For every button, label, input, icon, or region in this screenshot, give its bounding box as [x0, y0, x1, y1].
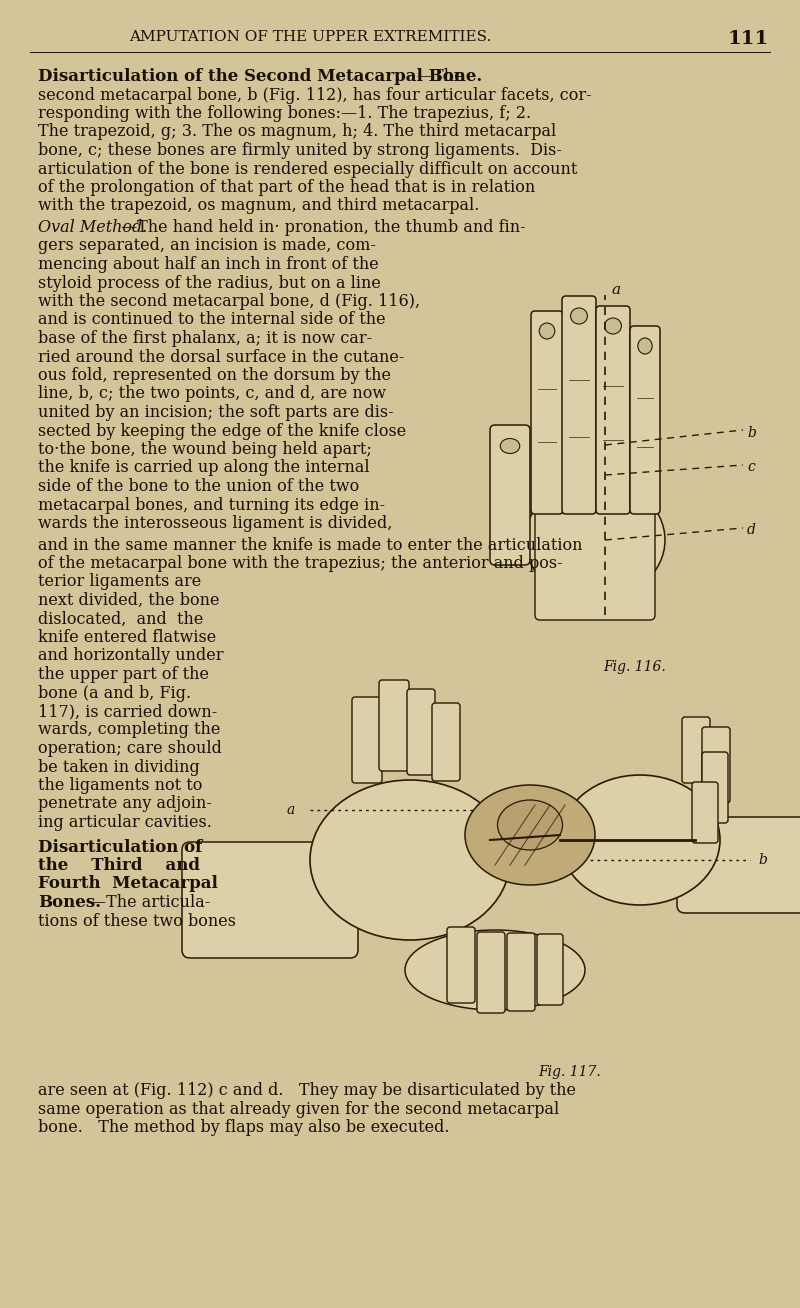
Text: penetrate any adjoin-: penetrate any adjoin- — [38, 795, 212, 812]
Text: of the metacarpal bone with the trapezius; the anterior and pos-: of the metacarpal bone with the trapeziu… — [38, 555, 562, 572]
Text: and horizontally under: and horizontally under — [38, 647, 223, 664]
Text: next divided, the bone: next divided, the bone — [38, 593, 219, 610]
Text: be taken in dividing: be taken in dividing — [38, 759, 200, 776]
FancyBboxPatch shape — [702, 752, 728, 823]
Text: side of the bone to the union of the two: side of the bone to the union of the two — [38, 477, 359, 494]
FancyBboxPatch shape — [537, 934, 563, 1005]
Text: d: d — [747, 523, 756, 538]
FancyBboxPatch shape — [702, 727, 730, 803]
Ellipse shape — [638, 337, 652, 354]
Text: Bones.: Bones. — [38, 893, 101, 910]
FancyBboxPatch shape — [407, 689, 435, 776]
FancyBboxPatch shape — [379, 680, 409, 770]
Text: wards, completing the: wards, completing the — [38, 722, 220, 739]
Text: ous fold, represented on the dorsum by the: ous fold, represented on the dorsum by t… — [38, 368, 391, 385]
Text: terior ligaments are: terior ligaments are — [38, 573, 202, 590]
Text: are seen at (Fig. 112) c and d.   They may be disarticulated by the: are seen at (Fig. 112) c and d. They may… — [38, 1082, 576, 1099]
FancyBboxPatch shape — [677, 818, 800, 913]
Text: base of the first phalanx, a; it is now car-: base of the first phalanx, a; it is now … — [38, 330, 372, 347]
Ellipse shape — [525, 480, 665, 600]
Text: Oval Method.: Oval Method. — [38, 218, 147, 235]
Text: knife entered flatwise: knife entered flatwise — [38, 629, 216, 646]
Text: Disarticulation of the Second Metacarpal Bone.: Disarticulation of the Second Metacarpal… — [38, 68, 482, 85]
Ellipse shape — [560, 776, 720, 905]
Text: b: b — [747, 426, 756, 439]
Text: bone (a and b, Fig.: bone (a and b, Fig. — [38, 684, 191, 701]
Text: —The hand held in· pronation, the thumb and fin-: —The hand held in· pronation, the thumb … — [121, 218, 526, 235]
Text: to·the bone, the wound being held apart;: to·the bone, the wound being held apart; — [38, 441, 372, 458]
Text: Fourth  Metacarpal: Fourth Metacarpal — [38, 875, 218, 892]
Text: a: a — [286, 803, 295, 818]
Ellipse shape — [500, 438, 520, 454]
Text: styloid process of the radius, but on a line: styloid process of the radius, but on a … — [38, 275, 381, 292]
Text: second metacarpal bone, b (Fig. 112), has four articular facets, cor-: second metacarpal bone, b (Fig. 112), ha… — [38, 86, 592, 103]
Text: the    Third    and: the Third and — [38, 857, 200, 874]
Text: metacarpal bones, and turning its edge in-: metacarpal bones, and turning its edge i… — [38, 497, 385, 514]
FancyBboxPatch shape — [432, 702, 460, 781]
Ellipse shape — [498, 800, 562, 850]
Text: gers separated, an incision is made, com-: gers separated, an incision is made, com… — [38, 238, 376, 255]
Text: a: a — [611, 283, 620, 297]
FancyBboxPatch shape — [692, 782, 718, 842]
Text: Fig. 117.: Fig. 117. — [538, 1065, 602, 1079]
Text: dislocated,  and  the: dislocated, and the — [38, 611, 203, 628]
FancyBboxPatch shape — [447, 927, 475, 1003]
Ellipse shape — [570, 307, 587, 324]
Text: the upper part of the: the upper part of the — [38, 666, 209, 683]
Text: ried around the dorsal surface in the cutane-: ried around the dorsal surface in the cu… — [38, 348, 404, 365]
Text: AMPUTATION OF THE UPPER EXTREMITIES.: AMPUTATION OF THE UPPER EXTREMITIES. — [129, 30, 491, 44]
Text: Fig. 116.: Fig. 116. — [604, 661, 666, 674]
Text: —The: —The — [416, 68, 464, 85]
FancyBboxPatch shape — [596, 306, 630, 514]
FancyBboxPatch shape — [490, 425, 530, 565]
Text: bone, c; these bones are firmly united by strong ligaments.  Dis-: bone, c; these bones are firmly united b… — [38, 143, 562, 160]
Text: mencing about half an inch in front of the: mencing about half an inch in front of t… — [38, 256, 378, 273]
Text: line, b, c; the two points, c, and d, are now: line, b, c; the two points, c, and d, ar… — [38, 386, 386, 403]
Ellipse shape — [405, 930, 585, 1010]
Text: same operation as that already given for the second metacarpal: same operation as that already given for… — [38, 1100, 559, 1117]
Text: 117), is carried down-: 117), is carried down- — [38, 702, 218, 719]
Text: wards the interosseous ligament is divided,: wards the interosseous ligament is divid… — [38, 515, 392, 532]
Text: articulation of the bone is rendered especially difficult on account: articulation of the bone is rendered esp… — [38, 161, 578, 178]
Ellipse shape — [310, 780, 510, 940]
FancyBboxPatch shape — [182, 842, 358, 957]
Text: b: b — [758, 853, 767, 867]
Text: bone.   The method by flaps may also be executed.: bone. The method by flaps may also be ex… — [38, 1120, 450, 1137]
Text: Disarticulation of: Disarticulation of — [38, 838, 202, 855]
Text: and in the same manner the knife is made to enter the articulation: and in the same manner the knife is made… — [38, 536, 582, 553]
Ellipse shape — [605, 318, 622, 334]
Text: united by an incision; the soft parts are dis-: united by an incision; the soft parts ar… — [38, 404, 394, 421]
Text: tions of these two bones: tions of these two bones — [38, 913, 236, 930]
FancyBboxPatch shape — [477, 933, 505, 1012]
FancyBboxPatch shape — [531, 311, 563, 514]
Text: with the trapezoid, os magnum, and third metacarpal.: with the trapezoid, os magnum, and third… — [38, 198, 479, 215]
FancyBboxPatch shape — [352, 697, 382, 783]
Text: of the prolongation of that part of the head that is in relation: of the prolongation of that part of the … — [38, 179, 535, 196]
FancyBboxPatch shape — [562, 296, 596, 514]
Ellipse shape — [539, 323, 555, 339]
Text: the ligaments not to: the ligaments not to — [38, 777, 202, 794]
FancyBboxPatch shape — [682, 717, 710, 783]
Text: and is continued to the internal side of the: and is continued to the internal side of… — [38, 311, 386, 328]
Text: the knife is carried up along the internal: the knife is carried up along the intern… — [38, 459, 370, 476]
Text: with the second metacarpal bone, d (Fig. 116),: with the second metacarpal bone, d (Fig.… — [38, 293, 420, 310]
Text: 111: 111 — [728, 30, 770, 48]
Text: operation; care should: operation; care should — [38, 740, 222, 757]
FancyBboxPatch shape — [507, 933, 535, 1011]
FancyBboxPatch shape — [535, 485, 655, 620]
Text: —The articula-: —The articula- — [90, 893, 210, 910]
Text: responding with the following bones:—1. The trapezius, f; 2.: responding with the following bones:—1. … — [38, 105, 531, 122]
FancyBboxPatch shape — [630, 326, 660, 514]
Text: ing articular cavities.: ing articular cavities. — [38, 814, 212, 831]
Text: c: c — [747, 460, 754, 473]
Text: sected by keeping the edge of the knife close: sected by keeping the edge of the knife … — [38, 422, 406, 439]
Text: The trapezoid, g; 3. The os magnum, h; 4. The third metacarpal: The trapezoid, g; 3. The os magnum, h; 4… — [38, 123, 556, 140]
Ellipse shape — [465, 785, 595, 886]
